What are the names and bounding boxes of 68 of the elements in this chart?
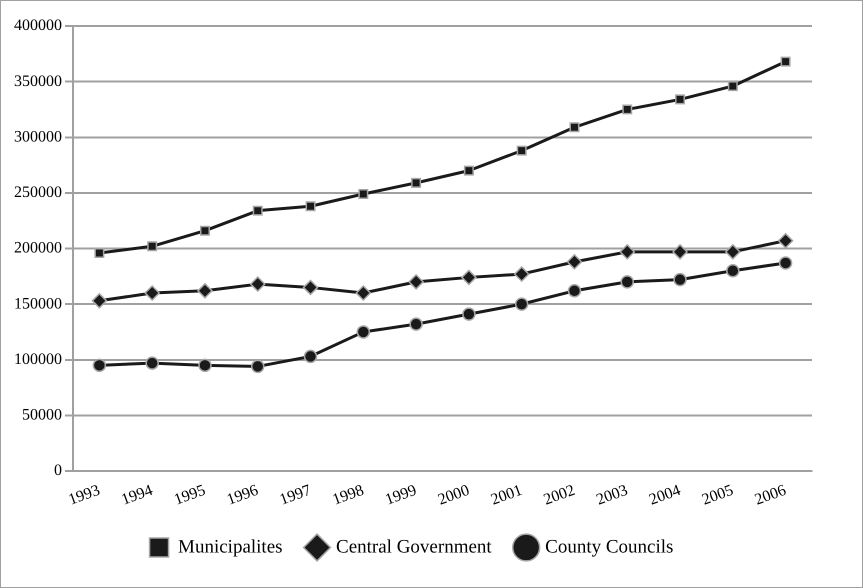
point [514,266,530,282]
point [778,256,792,270]
y-tick-label: 300000 [14,128,62,146]
point [200,226,210,236]
legend-label: Central Government [336,536,492,558]
point [252,206,263,216]
point [620,275,634,289]
point [622,104,632,114]
point [251,360,264,374]
y-tick-label: 350000 [14,72,62,90]
x-tick-label: 2001 [488,482,524,509]
point [780,56,791,67]
x-tick-label: 2006 [752,482,788,509]
y-tick-label: 100000 [14,350,62,368]
point [673,272,687,286]
point [464,166,474,176]
point [568,284,582,298]
point [145,356,159,370]
x-tick-label: 1997 [277,482,314,509]
point [408,274,424,290]
point [356,325,370,339]
point [144,285,160,301]
point [411,178,422,188]
y-tick-label: 400000 [14,17,62,34]
y-tick-label: 0 [54,462,62,480]
point [356,285,372,301]
legend-label: County Councils [545,536,674,558]
point [725,244,741,260]
x-tick-label: 1999 [383,482,419,509]
legend-label: Municipalites [178,536,283,558]
point [726,264,740,278]
x-tick-label: 1998 [330,482,366,509]
x-tick-label: 1996 [224,482,261,509]
point [302,280,318,296]
point [778,232,794,248]
x-tick-label: 2003 [594,482,630,509]
y-tick-label: 200000 [14,240,62,257]
point [197,283,213,299]
y-tick-label: 50000 [22,406,62,424]
point [409,317,423,331]
point [672,244,688,260]
point [675,94,686,104]
point [306,201,316,212]
point [569,122,580,132]
point [462,307,476,321]
point [250,276,266,292]
x-tick-label: 2005 [700,482,736,509]
point [620,244,635,260]
point [94,248,104,258]
point [566,254,582,270]
x-tick-label: 2004 [646,482,683,509]
y-tick-label: 150000 [14,295,62,312]
point [358,189,368,199]
point [728,81,738,92]
point [514,297,528,311]
point [92,358,106,372]
point [198,358,212,372]
x-tick-label: 2000 [436,482,472,509]
x-tick-label: 1995 [172,482,208,509]
point [461,270,477,286]
y-tick-label: 250000 [14,184,62,202]
x-tick-label: 1993 [66,482,102,509]
point [516,146,527,156]
point [92,293,108,309]
x-tick-label: 1994 [119,482,155,509]
point [147,241,158,252]
x-tick-label: 2002 [541,482,578,509]
point [304,350,318,364]
